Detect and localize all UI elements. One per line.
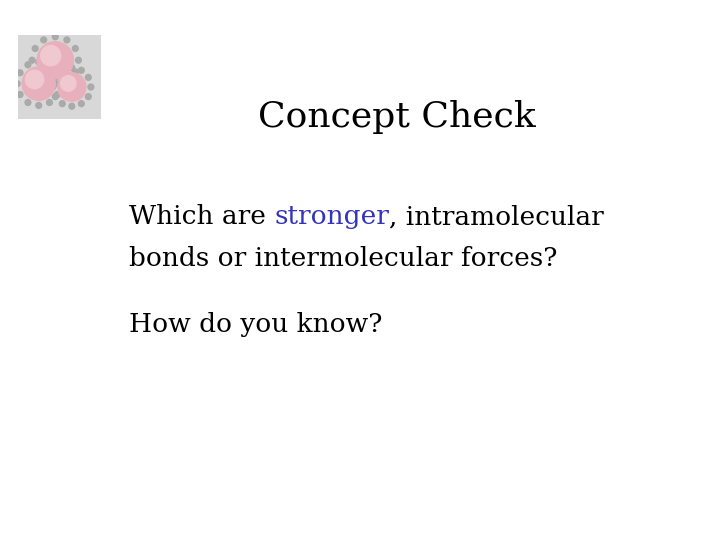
Circle shape [73, 69, 78, 75]
Text: , intramolecular: , intramolecular [390, 204, 604, 229]
Text: How do you know?: How do you know? [129, 312, 382, 337]
Circle shape [22, 67, 55, 100]
Circle shape [53, 80, 58, 86]
Text: bonds or intermolecular forces?: bonds or intermolecular forces? [129, 246, 557, 271]
Circle shape [64, 78, 70, 84]
Circle shape [86, 75, 91, 80]
Circle shape [53, 94, 58, 99]
Circle shape [78, 68, 84, 73]
Circle shape [88, 84, 94, 90]
Text: Which are: Which are [129, 204, 274, 229]
Circle shape [17, 92, 23, 97]
Circle shape [76, 57, 81, 63]
Circle shape [64, 37, 70, 43]
Circle shape [25, 62, 31, 68]
Circle shape [47, 62, 53, 68]
Circle shape [53, 34, 58, 40]
Circle shape [32, 45, 38, 51]
Text: stronger: stronger [274, 204, 390, 229]
Circle shape [60, 76, 76, 91]
Circle shape [47, 99, 53, 105]
Circle shape [17, 70, 23, 76]
Circle shape [73, 45, 78, 51]
Circle shape [69, 65, 75, 71]
Circle shape [36, 103, 42, 109]
Circle shape [37, 42, 73, 79]
Circle shape [69, 103, 75, 109]
Circle shape [30, 57, 35, 63]
Circle shape [78, 101, 84, 106]
Circle shape [55, 92, 60, 97]
Circle shape [53, 75, 58, 80]
Circle shape [58, 80, 63, 86]
Circle shape [25, 70, 44, 89]
Circle shape [55, 70, 60, 76]
Circle shape [41, 37, 47, 43]
Circle shape [50, 84, 55, 90]
Circle shape [58, 73, 86, 101]
Circle shape [36, 59, 42, 65]
Circle shape [14, 80, 20, 86]
Text: Concept Check: Concept Check [258, 100, 536, 134]
Circle shape [59, 101, 66, 106]
Circle shape [41, 78, 47, 84]
Circle shape [25, 99, 31, 105]
Circle shape [86, 94, 91, 99]
Circle shape [60, 68, 66, 73]
Circle shape [32, 69, 38, 75]
Circle shape [41, 45, 60, 66]
